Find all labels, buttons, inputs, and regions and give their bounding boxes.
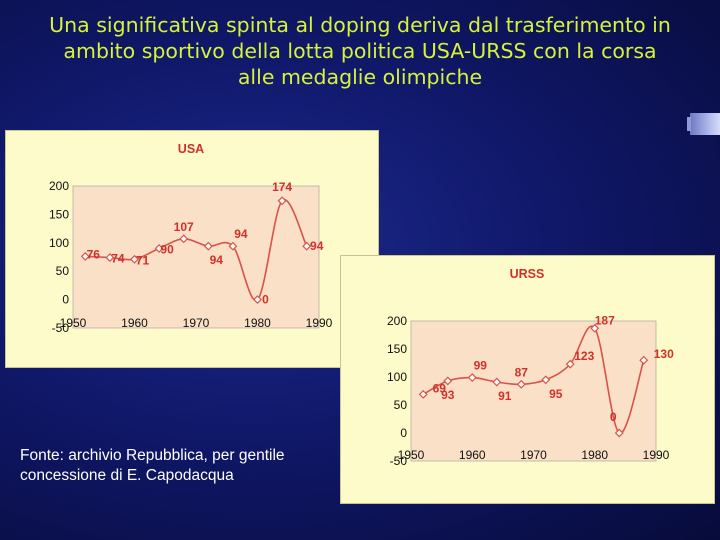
usa-data-label: 0: [262, 293, 269, 307]
urss-x-tick-label: 1960: [459, 448, 486, 462]
slide-title-line: ambito sportivo della lotta politica USA…: [63, 39, 657, 63]
urss-x-tick-label: 1970: [520, 448, 547, 462]
usa-data-point: [253, 295, 262, 305]
urss-data-point: [467, 373, 477, 383]
usa-data-point: [302, 241, 312, 251]
urss-data-label: 123: [574, 349, 594, 363]
usa-data-point: [203, 241, 213, 251]
urss-data-label: 130: [654, 347, 674, 361]
caption-line: concessione di E. Capodacqua: [20, 467, 234, 484]
urss-data-label: 91: [498, 389, 512, 403]
usa-data-label: 94: [210, 253, 224, 267]
usa-data-point: [179, 234, 189, 244]
usa-y-tick-label: -50: [52, 321, 70, 335]
urss-data-point: [516, 379, 526, 389]
usa-series-line: [85, 198, 308, 301]
usa-x-tick-label: 1990: [306, 316, 333, 330]
usa-data-point: [105, 253, 115, 263]
usa-data-label: 107: [174, 220, 194, 234]
usa-x-tick-label: 1970: [183, 316, 210, 330]
urss-y-tick-label: -50: [390, 454, 408, 468]
urss-x-tick-label: 1950: [398, 448, 425, 462]
urss-data-point: [639, 355, 649, 365]
urss-plot-area: [410, 320, 657, 462]
urss-data-label: 87: [515, 365, 529, 379]
slide-title-line: alle medaglie olimpiche: [237, 65, 483, 89]
usa-y-tick-label: 50: [56, 264, 70, 278]
urss-data-point: [418, 389, 428, 399]
usa-data-point: [277, 196, 287, 206]
usa-data-label: 94: [310, 239, 324, 253]
urss-data-label: 99: [474, 359, 488, 373]
usa-x-tick-label: 1960: [121, 316, 148, 330]
usa-data-point: [228, 241, 238, 251]
chart-panel-usa: USA 200 150 100 50 0 -50 1950 1960 1970 1980 1990 76…: [5, 130, 379, 368]
usa-y-tick-label: 0: [62, 293, 69, 307]
urss-y-tick-label: 200: [387, 314, 407, 328]
urss-data-label: 93: [441, 388, 455, 402]
urss-data-point: [443, 376, 453, 386]
urss-data-label: 0: [610, 410, 617, 424]
usa-data-label: 74: [111, 252, 125, 266]
urss-y-tick-label: 0: [400, 426, 407, 440]
urss-x-tick-label: 1980: [581, 448, 608, 462]
urss-data-label: 95: [549, 387, 563, 401]
urss-chart-title: URSS: [510, 267, 545, 281]
chart-panel-urss: URSS 200 150 100 50 0 -50 1950 1960 1970 1980 1990 6…: [340, 255, 715, 504]
urss-y-tick-label: 50: [394, 398, 408, 412]
urss-data-label: 187: [595, 313, 615, 327]
slide-title: Una significativa spinta al doping deriv…: [10, 12, 710, 90]
urss-y-tick-label: 100: [387, 370, 407, 384]
urss-data-point: [614, 428, 624, 438]
usa-y-tick-label: 200: [49, 179, 69, 193]
usa-data-label: 90: [160, 242, 174, 256]
caption-line: Fonte: archivio Repubblica, per gentile: [20, 447, 285, 464]
usa-chart-title: USA: [178, 142, 204, 156]
usa-data-label: 76: [87, 247, 101, 261]
urss-data-point: [541, 375, 551, 385]
usa-data-label: 94: [234, 227, 248, 241]
slide-title-line: Una significativa spinta al doping deriv…: [49, 13, 671, 37]
decorative-bar: [687, 113, 720, 135]
urss-data-point: [492, 377, 502, 387]
usa-y-tick-label: 150: [49, 207, 69, 221]
usa-x-tick-label: 1950: [60, 316, 87, 330]
usa-data-point: [154, 244, 164, 253]
usa-x-tick-label: 1980: [244, 316, 271, 330]
usa-y-tick-label: 100: [49, 236, 69, 250]
usa-data-label: 174: [272, 180, 292, 194]
urss-data-point: [565, 359, 575, 369]
urss-y-tick-label: 150: [387, 342, 407, 356]
source-caption: Fonte: archivio Repubblica, per gentile …: [20, 446, 340, 486]
urss-x-tick-label: 1990: [643, 448, 670, 462]
urss-data-label: 69: [433, 381, 447, 395]
urss-data-point: [590, 323, 600, 333]
usa-data-point: [80, 251, 90, 261]
usa-data-label: 71: [136, 253, 150, 267]
usa-data-point: [130, 254, 139, 264]
